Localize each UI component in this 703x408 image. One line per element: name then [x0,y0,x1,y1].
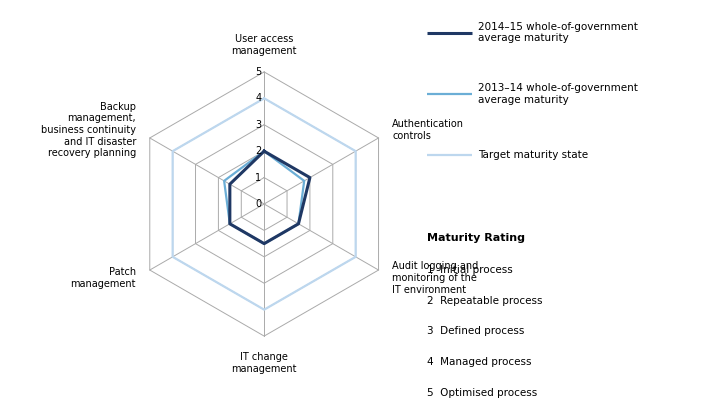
Text: 5  Optimised process: 5 Optimised process [427,388,538,398]
Text: 2: 2 [255,146,262,156]
Text: 3: 3 [255,120,262,130]
Text: Authentication
controls: Authentication controls [392,119,464,141]
Text: 4: 4 [255,93,262,103]
Text: Maturity Rating: Maturity Rating [427,233,525,243]
Text: User access
management: User access management [231,34,297,56]
Text: 2013–14 whole-of-government
average maturity: 2013–14 whole-of-government average matu… [478,83,638,104]
Text: Target maturity state: Target maturity state [478,150,588,160]
Text: Patch
management: Patch management [70,267,136,289]
Text: 2014–15 whole-of-government
average maturity: 2014–15 whole-of-government average matu… [478,22,638,43]
Text: 2  Repeatable process: 2 Repeatable process [427,296,543,306]
Text: 0: 0 [255,199,262,209]
Text: 1  Initial process: 1 Initial process [427,265,513,275]
Text: 3  Defined process: 3 Defined process [427,326,525,337]
Text: 1: 1 [255,173,262,183]
Text: 4  Managed process: 4 Managed process [427,357,532,367]
Text: Backup
management,
business continuity
and IT disaster
recovery planning: Backup management, business continuity a… [41,102,136,158]
Text: Audit logging and
monitoring of the
IT environment: Audit logging and monitoring of the IT e… [392,262,479,295]
Text: 5: 5 [255,67,262,77]
Text: IT change
management: IT change management [231,352,297,374]
